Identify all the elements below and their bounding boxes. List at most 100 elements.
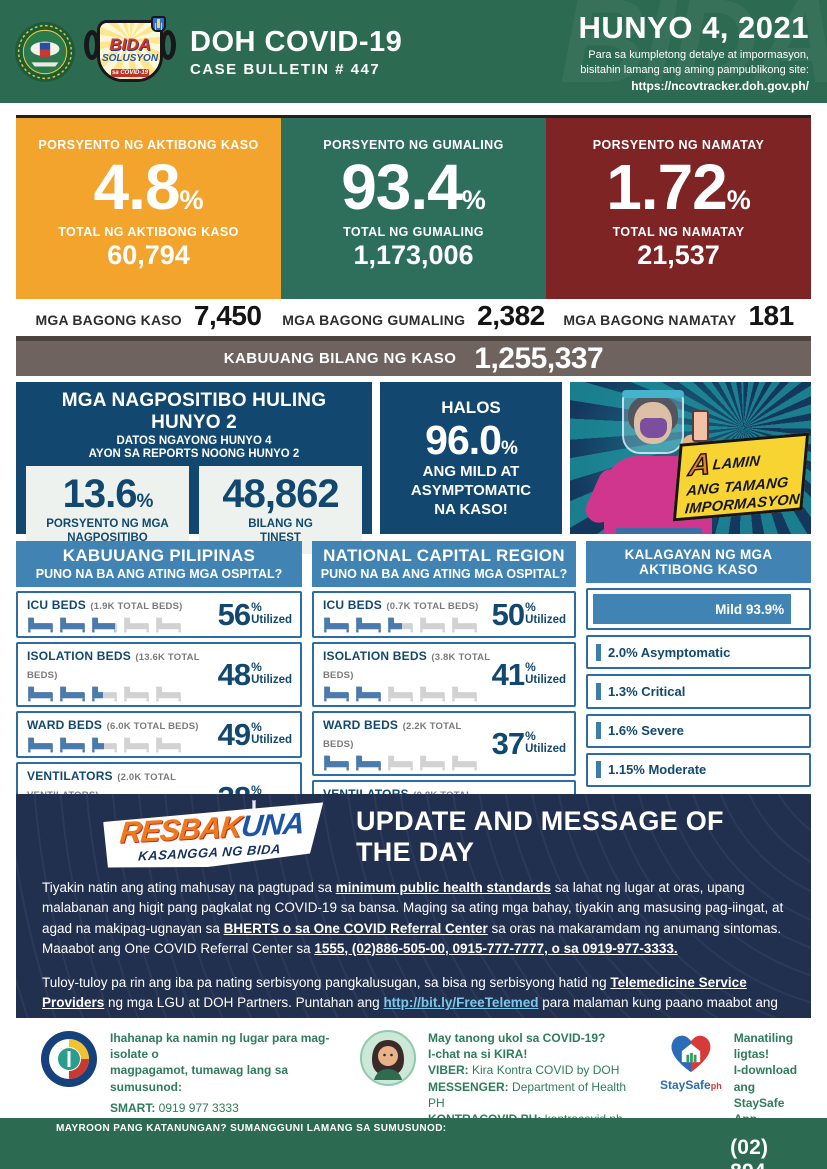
isolation-hotline-block: Ihahanap ka namin ng lugar para mag-isol… — [40, 1030, 346, 1147]
site-note-line1: Para sa kumpletong detalye at impormasyo… — [588, 49, 809, 62]
viber-line: VIBER: Kira Kontra COVID by DOH — [428, 1063, 620, 1078]
smart-line: SMART: 0919 977 3333 — [110, 1100, 239, 1115]
total-cases-bar: KABUUANG BILANG NG KASO 1,255,337 — [16, 336, 811, 376]
sa-covid-text: sa COVID-19 — [111, 68, 149, 77]
ncr-ward-row: WARD BEDS (2.2K TOTAL BEDS) 37% Utilized — [312, 711, 576, 776]
alamin-big-a: A — [687, 447, 713, 483]
philippines-subtitle: PUNO NA BA ANG ATING MGA OSPITAL? — [35, 567, 283, 581]
solusyon-text: SOLUSYON — [101, 52, 159, 64]
severe-label: 1.6% Severe — [608, 723, 684, 739]
ph-isolation-percent: 48% Utilized — [217, 657, 292, 692]
mild-line3: ASYMPTOMATIC — [410, 481, 532, 499]
mild-line2: ANG MILD AT — [422, 463, 520, 481]
header-logos: BIDA SOLUSYON sa COVID-19 — [14, 15, 176, 88]
recovered-percent-label: PORSYENTO NG GUMALING — [323, 138, 504, 152]
new-recoveries: MGA BAGONG GUMALING 2,382 — [281, 300, 546, 332]
active-cases-box: PORSYENTO NG AKTIBONG KASO 4.8% TOTAL NG… — [16, 118, 281, 299]
kira-avatar — [360, 1030, 416, 1086]
new-recoveries-label: MGA BAGONG GUMALING — [282, 312, 466, 328]
resbakuna-logo: RESBAKUNA KASANGGA NG BIDA — [102, 799, 320, 867]
ncr-icu-label: ICU BEDS (0.7K TOTAL BEDS) — [323, 598, 479, 612]
mild-percent-value: 96.0% — [425, 416, 518, 463]
ncr-subtitle: PUNO NA BA ANG ATING MGA OSPITAL? — [320, 567, 568, 581]
active-total-value: 60,794 — [107, 240, 190, 271]
ncr-icu-row: ICU BEDS (0.7K TOTAL BEDS) 50% Utilized — [312, 591, 576, 638]
bulletin-number: CASE BULLETIN # 447 — [190, 60, 381, 78]
new-cases-value: 7,450 — [193, 300, 262, 331]
deaths-total-label: TOTAL NG NAMATAY — [612, 225, 745, 240]
hospital-utilization-section: KABUUANG PILIPINAS PUNO NA BA ANG ATING … — [16, 541, 811, 851]
staysafe-block: StaySafeph Manatiling ligtas! I-download… — [660, 1030, 807, 1169]
recovered-box: PORSYENTO NG GUMALING 93.4% TOTAL NG GUM… — [281, 118, 546, 299]
update-message-section: RESBAKUNA KASANGGA NG BIDA UPDATE AND ME… — [16, 794, 811, 1018]
new-recoveries-value: 2,382 — [477, 300, 545, 331]
ph-icu-label: ICU BEDS (1.9K TOTAL BEDS) — [27, 598, 183, 612]
critical-label: 1.3% Critical — [608, 684, 686, 699]
mild-line4: NA KASO! — [434, 500, 508, 518]
bed-meter — [323, 617, 481, 633]
doh-seal-logo — [15, 21, 75, 82]
condition-header: KALAGAYAN NG MGA AKTIBONG KASO — [586, 541, 811, 583]
active-total-label: TOTAL NG AKTIBONG KASO — [58, 225, 239, 240]
date-block: HUNYO 4, 2021 Para sa kumpletong detalye… — [579, 10, 810, 93]
deaths-percent-value: 1.72% — [606, 151, 751, 223]
positivity-title: MGA NAGPOSITIBO HULING HUNYO 2 — [61, 390, 327, 433]
ncr-hospital-column: NATIONAL CAPITAL REGION PUNO NA BA ANG A… — [312, 541, 576, 851]
bulletin-date: HUNYO 4, 2021 — [578, 10, 809, 46]
bed-meter — [27, 737, 185, 753]
tracker-url-link[interactable]: https://ncovtracker.doh.gov.ph/ — [631, 78, 809, 93]
top-statistics: PORSYENTO NG AKTIBONG KASO 4.8% TOTAL NG… — [16, 115, 811, 299]
condition-title2: AKTIBONG KASO — [639, 562, 758, 577]
deaths-box: PORSYENTO NG NAMATAY 1.72% TOTAL NG NAMA… — [546, 118, 811, 299]
header-banner: BIDA BIDA SOLUSYON sa COVID-19 — [0, 0, 827, 103]
bar-tick — [596, 722, 601, 740]
ncr-icu-percent: 50% Utilized — [491, 597, 566, 632]
staysafe-line1: Manatiling ligtas! — [733, 1031, 794, 1062]
ph-icu-percent: 56% Utilized — [217, 597, 292, 632]
bed-meter — [27, 686, 185, 702]
bulletin-title: DOH COVID-19 — [190, 25, 403, 58]
total-cases-label: KABUUANG BILANG NG KASO — [223, 350, 457, 367]
recovered-total-value: 1,173,006 — [353, 240, 474, 271]
person-jeans — [616, 528, 702, 534]
shield-cross-icon — [151, 15, 166, 32]
recovered-percent-value: 93.4% — [341, 151, 486, 223]
ncr-isolation-label: ISOLATION BEDS (3.8K TOTAL BEDS) — [323, 649, 491, 681]
face-shield-icon — [622, 390, 684, 454]
philippines-header: KABUUANG PILIPINAS PUNO NA BA ANG ATING … — [16, 541, 302, 587]
freetelemed-link[interactable]: http://bit.ly/FreeTelemed — [383, 995, 539, 1011]
ph-isolation-row: ISOLATION BEDS (13.6K TOTAL BEDS) 48% Uti… — [16, 642, 302, 707]
new-counts-row: MGA BAGONG KASO 7,450 MGA BAGONG GUMALIN… — [16, 299, 811, 333]
new-deaths-value: 181 — [748, 300, 794, 331]
tested-count-value: 48,862 — [222, 472, 339, 517]
ncr-header: NATIONAL CAPITAL REGION PUNO NA BA ANG A… — [312, 541, 576, 587]
alamin-info-panel: ALAMIN ANG TAMANG IMPORMASYON — [570, 382, 811, 534]
halos-label: HALOS — [441, 397, 501, 417]
hotline-number[interactable]: (02) 894-COVID / 1555 — [730, 1136, 773, 1169]
staysafe-logo: StaySafeph — [660, 1030, 722, 1112]
asymptomatic-box: 2.0% Asymptomatic — [586, 635, 811, 670]
new-deaths: MGA BAGONG NAMATAY 181 — [546, 300, 811, 332]
positivity-box: MGA NAGPOSITIBO HULING HUNYO 2 DATOS NGA… — [16, 382, 372, 554]
positivity-sub2: AYON SA REPORTS NOONG HUNYO 2 — [88, 448, 300, 460]
asymptomatic-label: 2.0% Asymptomatic — [608, 644, 731, 660]
site-note: Para sa kumpletong detalye at impormasyo… — [579, 48, 809, 78]
active-percent-value: 4.8% — [93, 151, 204, 223]
ncr-title: NATIONAL CAPITAL REGION — [323, 546, 565, 565]
one-hospital-command-logo — [41, 1031, 97, 1087]
moderate-label: 1.15% Moderate — [608, 762, 707, 778]
severe-box: 1.6% Severe — [586, 713, 811, 748]
bar-tick — [596, 643, 601, 661]
phone-icon — [692, 410, 709, 442]
update-title: UPDATE AND MESSAGE OF THE DAY — [356, 806, 724, 867]
deaths-percent-label: PORSYENTO NG NAMATAY — [592, 138, 765, 152]
kira-question2: I-chat na si KIRA! — [428, 1047, 528, 1062]
positivity-rate-value: 13.6% — [62, 472, 154, 517]
ncr-ward-percent: 37% Utilized — [491, 726, 566, 761]
kira-chat-block: May tanong ukol sa COVID-19? I-chat na s… — [360, 1030, 646, 1126]
alamin-sign: ALAMIN ANG TAMANG IMPORMASYON — [672, 432, 810, 522]
bida-text: BIDA — [109, 34, 151, 54]
condition-title1: KALAGAYAN NG MGA — [624, 547, 773, 562]
ncr-isolation-row: ISOLATION BEDS (3.8K TOTAL BEDS) 41% Util… — [312, 642, 576, 707]
deaths-total-value: 21,537 — [637, 240, 720, 271]
